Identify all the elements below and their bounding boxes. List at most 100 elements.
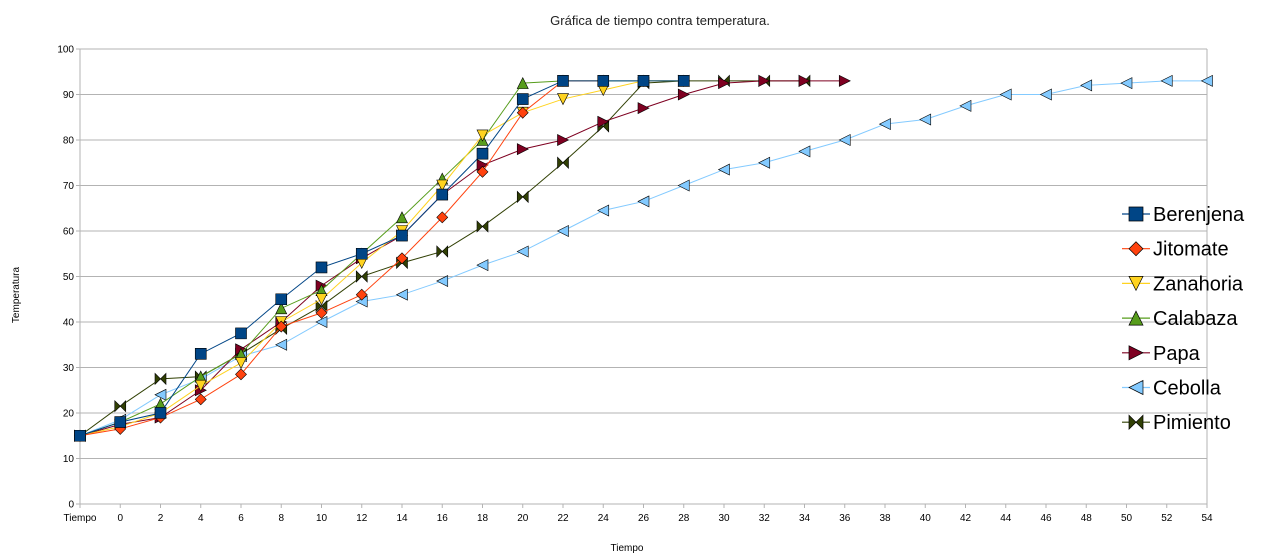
legend-marker: [1128, 241, 1144, 257]
series-layer: [73, 74, 1213, 442]
data-point: [838, 134, 851, 146]
data-point: [235, 357, 247, 370]
legend-marker: [1128, 345, 1144, 361]
gridlines: [80, 48, 1207, 505]
data-point: [758, 156, 771, 169]
x-tick-label: 38: [879, 513, 891, 524]
data-point: [436, 275, 449, 288]
data-point: [315, 299, 328, 313]
series-line: [79, 80, 1207, 437]
data-point: [999, 88, 1012, 101]
legend-label: Cebolla: [1153, 378, 1222, 400]
data-point: [557, 134, 570, 146]
x-tick-label: 36: [839, 513, 851, 524]
data-point: [1039, 88, 1052, 101]
data-point: [798, 145, 811, 158]
x-tick-label: 48: [1081, 513, 1093, 524]
data-point: [516, 76, 529, 89]
x-tick-label: 14: [396, 513, 408, 524]
data-point: [476, 129, 489, 142]
data-point: [476, 220, 489, 233]
legend-label: Zanahoria: [1153, 273, 1244, 295]
data-point: [677, 88, 690, 101]
y-tick-label: 30: [63, 363, 75, 374]
x-tick-label: Tiempo: [64, 513, 97, 524]
legend-item: Papa: [1122, 343, 1201, 365]
legend-label: Papa: [1153, 343, 1201, 365]
data-point: [919, 113, 932, 126]
series-cebolla: [73, 74, 1213, 442]
data-point: [677, 179, 690, 192]
data-point: [315, 293, 328, 306]
data-point: [114, 416, 127, 428]
x-tick-label: 6: [238, 513, 244, 524]
data-point: [557, 93, 569, 106]
legend-label: Calabaza: [1153, 308, 1238, 330]
x-tick-label: 24: [598, 513, 610, 524]
x-tick-label: 26: [638, 513, 650, 524]
data-point: [557, 156, 569, 169]
x-tick-label: 18: [477, 513, 489, 524]
data-point: [396, 229, 408, 242]
x-tick-label: 32: [759, 513, 771, 524]
data-point: [194, 393, 207, 406]
data-point: [637, 102, 650, 115]
series-line: [79, 80, 845, 437]
data-point: [637, 195, 650, 208]
data-point: [556, 225, 569, 237]
legend-item: Pimiento: [1122, 412, 1231, 434]
legend-item: Berenjena: [1122, 204, 1245, 226]
y-tick-label: 40: [63, 318, 75, 329]
legend-item: Jitomate: [1122, 239, 1229, 261]
series-calabaza: [74, 74, 690, 442]
data-point: [516, 93, 529, 105]
x-tick-label: 46: [1040, 513, 1052, 524]
data-point: [597, 75, 610, 87]
data-point: [516, 245, 529, 258]
data-point: [275, 320, 288, 333]
data-point: [718, 77, 731, 90]
x-tick-label: 44: [1000, 513, 1012, 524]
legend-marker: [1128, 310, 1144, 326]
legend-item: Cebolla: [1122, 378, 1222, 400]
data-point: [194, 348, 207, 360]
data-point: [315, 261, 328, 274]
series-berenjena: [74, 75, 690, 442]
data-point: [758, 74, 771, 87]
series-line: [79, 80, 684, 437]
data-point: [436, 188, 449, 201]
data-point: [597, 204, 610, 217]
data-point: [516, 190, 529, 204]
data-point: [436, 211, 449, 224]
x-tick-label: 0: [117, 513, 123, 524]
x-tick-label: 30: [718, 513, 730, 524]
data-point: [516, 106, 529, 119]
series-line: [79, 80, 684, 437]
data-point: [677, 75, 690, 87]
series-pimiento: [74, 74, 811, 442]
legend-item: Zanahoria: [1122, 273, 1244, 295]
x-tick-label: 22: [557, 513, 569, 524]
x-tick-label: 4: [198, 513, 204, 524]
data-point: [476, 165, 489, 178]
data-point: [275, 302, 288, 315]
y-tick-label: 10: [63, 454, 75, 465]
series-zanahoria: [74, 75, 690, 442]
data-point: [878, 118, 891, 131]
x-tick-label: 34: [799, 513, 811, 524]
x-tick-label: 40: [920, 513, 932, 524]
series-jitomate: [74, 74, 610, 442]
data-point: [114, 399, 127, 413]
x-tick-label: 8: [278, 513, 284, 524]
series-line: [79, 80, 684, 437]
data-point: [395, 288, 408, 301]
y-tick-label: 80: [63, 136, 75, 147]
legend: Berenjena Jitomate Zanahoria Calabaza Papa Ce…: [1122, 204, 1245, 434]
x-tick-label: 28: [678, 513, 690, 524]
y-tick-label: 70: [63, 181, 75, 192]
series-line: [79, 80, 604, 437]
data-point: [959, 99, 972, 112]
